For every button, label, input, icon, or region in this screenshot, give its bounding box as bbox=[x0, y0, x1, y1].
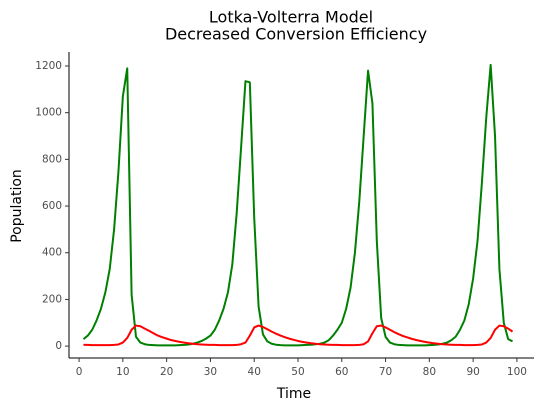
y-tick-label: 200 bbox=[42, 293, 62, 305]
x-tick-label: 30 bbox=[204, 366, 217, 378]
chart-subtitle: Decreased Conversion Efficiency bbox=[165, 25, 427, 44]
y-tick-label: 0 bbox=[55, 340, 62, 352]
x-tick-label: 100 bbox=[507, 366, 527, 378]
x-tick-label: 60 bbox=[335, 366, 348, 378]
chart-title: Lotka-Volterra Model bbox=[209, 8, 373, 27]
series-line bbox=[83, 324, 514, 347]
y-tick-label: 1200 bbox=[35, 60, 62, 72]
y-tick-label: 800 bbox=[42, 153, 62, 165]
x-tick-label: 0 bbox=[76, 366, 83, 378]
x-tick-label: 40 bbox=[248, 366, 261, 378]
y-tick-label: 400 bbox=[42, 247, 62, 259]
x-tick-label: 10 bbox=[116, 366, 129, 378]
x-tick-label: 80 bbox=[423, 366, 436, 378]
x-axis-label: Time bbox=[276, 386, 311, 402]
y-tick-label: 1000 bbox=[35, 107, 62, 119]
y-axis-label: Population bbox=[9, 169, 25, 243]
x-tick-label: 70 bbox=[379, 366, 392, 378]
x-tick-label: 90 bbox=[466, 366, 479, 378]
series-line bbox=[82, 63, 514, 347]
x-tick-label: 50 bbox=[291, 366, 304, 378]
x-tick-label: 20 bbox=[160, 366, 173, 378]
y-tick-label: 600 bbox=[42, 200, 62, 212]
